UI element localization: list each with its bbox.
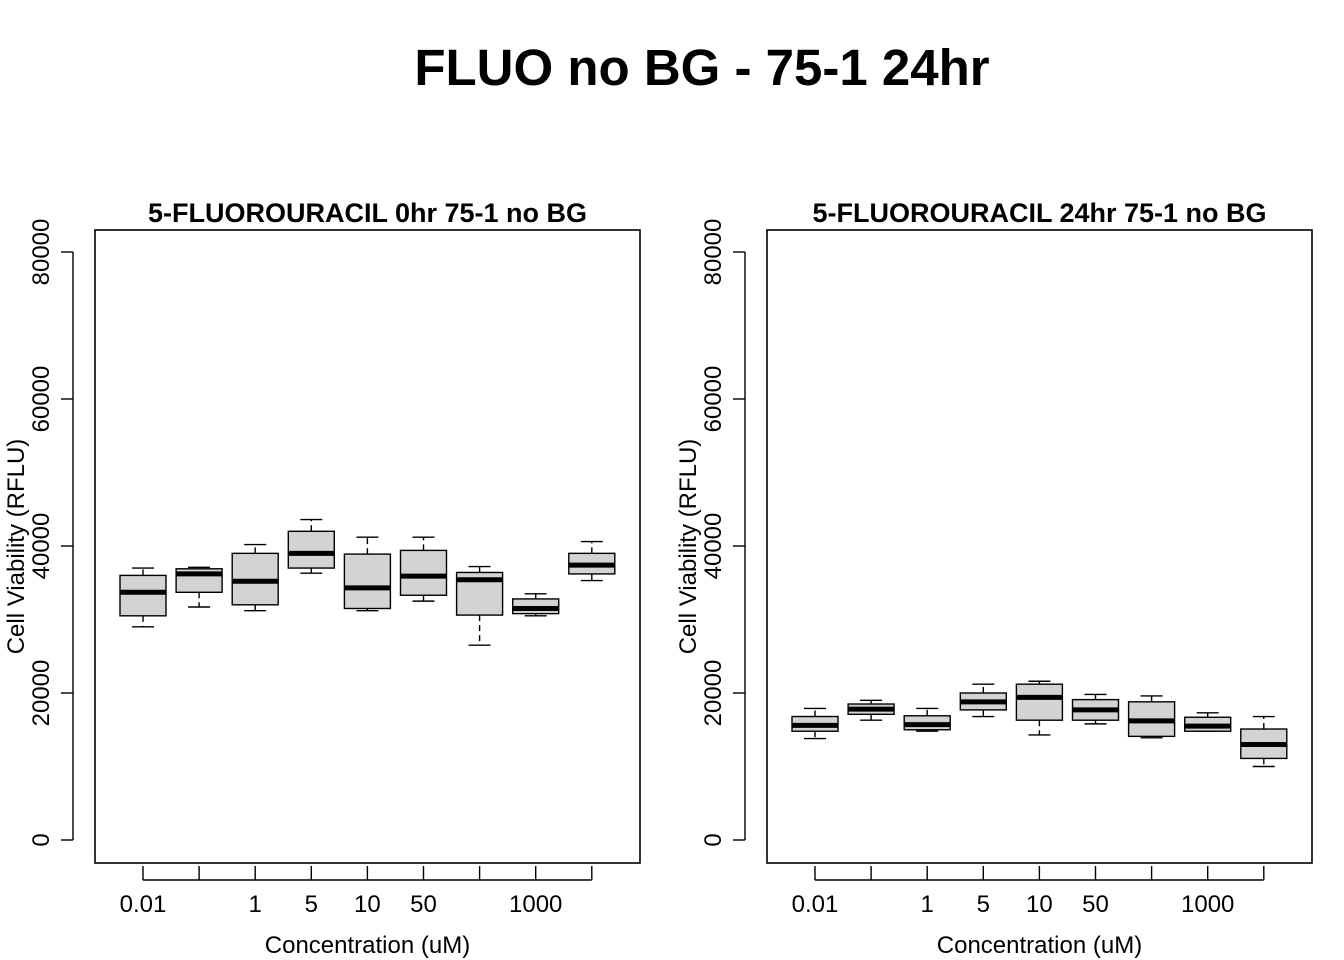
x-tick-label: 1 xyxy=(249,891,262,918)
x-axis-label: Concentration (uM) xyxy=(265,932,470,959)
box-plot-item xyxy=(847,699,895,721)
box-plot-item xyxy=(119,567,167,628)
y-tick-label: 40000 xyxy=(28,513,55,580)
y-tick-label: 60000 xyxy=(700,366,727,433)
panel-0hr: 5-FLUOROURACIL 0hr 75-1 no BG 0 20000 40000… xyxy=(3,198,641,959)
panel-24hr: 5-FLUOROURACIL 24hr 75-1 no BG 0 20000 4000… xyxy=(675,198,1313,959)
y-axis-label: Cell Viability (RFLU) xyxy=(3,439,30,655)
plot-frame xyxy=(766,229,1313,864)
box-plot-item xyxy=(343,536,392,612)
box-plot-item xyxy=(287,518,335,574)
iqr-box xyxy=(399,549,448,596)
y-tick-label: 0 xyxy=(28,833,55,846)
x-tick-label: 50 xyxy=(1082,891,1109,918)
x-tick-label: 50 xyxy=(410,891,437,918)
box-plot-item xyxy=(399,536,448,602)
box-plot-item xyxy=(455,565,504,646)
box-plot-item xyxy=(1015,680,1064,736)
y-tick-label: 80000 xyxy=(28,219,55,286)
box-plot-item xyxy=(231,543,279,612)
y-tick-label: 60000 xyxy=(28,366,55,433)
iqr-box xyxy=(287,530,335,569)
y-axis-label: Cell Viability (RFLU) xyxy=(675,439,702,655)
plot-frame xyxy=(94,229,641,864)
x-tick-label: 0.01 xyxy=(120,891,167,918)
box-plot-item xyxy=(1240,715,1288,768)
y-tick-label: 0 xyxy=(700,833,727,846)
iqr-box xyxy=(343,553,392,610)
x-axis-label: Concentration (uM) xyxy=(937,932,1142,959)
panel-title: 5-FLUOROURACIL 24hr 75-1 no BG xyxy=(812,198,1266,228)
y-tick-label: 40000 xyxy=(700,513,727,580)
box-plot-item xyxy=(512,593,560,617)
y-tick-label: 20000 xyxy=(700,660,727,727)
panel-title: 5-FLUOROURACIL 0hr 75-1 no BG xyxy=(148,198,587,228)
x-tick-label: 1 xyxy=(921,891,934,918)
x-tick-label: 1000 xyxy=(509,891,562,918)
box-plot-item xyxy=(959,683,1007,718)
figure-title: FLUO no BG - 75-1 24hr xyxy=(414,39,990,96)
box-plot-item xyxy=(1183,712,1232,732)
box-plot-item xyxy=(1071,693,1120,725)
y-tick-label: 80000 xyxy=(700,219,727,286)
box-plot-item xyxy=(791,707,839,740)
y-tick-label: 20000 xyxy=(28,660,55,727)
iqr-box xyxy=(119,574,167,617)
x-tick-label: 5 xyxy=(305,891,318,918)
x-tick-label: 10 xyxy=(354,891,381,918)
box-plot-item xyxy=(175,566,223,608)
x-tick-label: 0.01 xyxy=(792,891,839,918)
x-tick-label: 5 xyxy=(977,891,990,918)
box-plot-item xyxy=(568,540,616,582)
box-plot-item xyxy=(903,707,951,732)
x-tick-label: 10 xyxy=(1026,891,1053,918)
iqr-box xyxy=(1015,683,1064,721)
x-tick-label: 1000 xyxy=(1181,891,1234,918)
box-plot-item xyxy=(1127,695,1176,739)
